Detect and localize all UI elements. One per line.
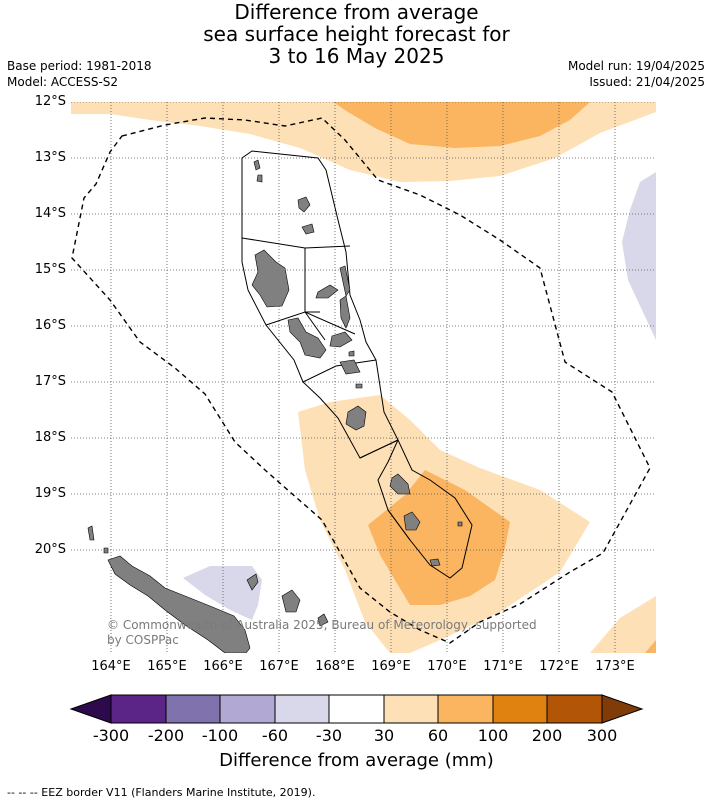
anomaly-region-southeast-light <box>590 596 656 653</box>
anomaly-region-southwest-negative <box>183 566 262 620</box>
lat-label: 13°S <box>34 150 66 165</box>
island-shepherd <box>355 383 363 389</box>
lon-label: 167°E <box>259 659 299 674</box>
colorbar-extend-low <box>69 694 112 724</box>
copyright-notice: © Commonwealth of Australia 2025, Bureau… <box>107 618 537 648</box>
lat-label: 16°S <box>34 318 66 333</box>
island-vanua-lava <box>297 196 311 213</box>
model-run-text: Model run: 19/04/2025 <box>567 59 705 73</box>
colorbar-tick: -300 <box>92 726 130 745</box>
island-malekula <box>287 317 327 359</box>
lat-label: 18°S <box>34 430 66 445</box>
colorbar-segment <box>437 694 494 724</box>
island-espiritu-santo <box>251 249 290 308</box>
island-erromango <box>389 473 411 495</box>
colorbar-segment <box>165 694 221 724</box>
lat-label: 20°S <box>34 542 66 557</box>
colorbar-segment <box>383 694 439 724</box>
lon-label: 169°E <box>371 659 411 674</box>
colorbar-tick: 300 <box>586 726 618 745</box>
colorbar-tick: 200 <box>531 726 563 745</box>
meta-left: Base period: 1981-2018 Model: ACCESS-S2 <box>7 58 152 90</box>
lat-label: 14°S <box>34 206 66 221</box>
island-torres <box>253 159 261 171</box>
island-pentecost <box>339 295 351 329</box>
meta-right: Model run: 19/04/2025 Issued: 21/04/2025 <box>568 58 705 90</box>
islands <box>87 159 463 653</box>
copyright-line-2: by COSPPac <box>107 633 179 647</box>
map-title-line-3: 3 to 16 May 2025 <box>268 44 445 68</box>
lon-label: 164°E <box>91 659 131 674</box>
island-ouvea <box>246 573 259 591</box>
colorbar-tick: 30 <box>373 726 395 745</box>
colorbar <box>69 694 644 724</box>
island-ureparapara <box>256 174 263 183</box>
lon-label: 171°E <box>483 659 523 674</box>
colorbar-segment <box>274 694 330 724</box>
colorbar-tick: -60 <box>261 726 289 745</box>
island-new-caledonia <box>107 555 251 653</box>
island-efate <box>345 405 367 431</box>
lat-label: 17°S <box>34 374 66 389</box>
island-maewo <box>339 265 351 297</box>
island-futuna <box>457 521 463 527</box>
lon-label: 170°E <box>427 659 467 674</box>
lon-label: 166°E <box>203 659 243 674</box>
island-belep <box>87 525 95 541</box>
island-tanna <box>403 511 421 531</box>
island-paama <box>348 350 355 357</box>
anomaly-region-top-mid <box>333 102 590 148</box>
issued-text: Issued: 21/04/2025 <box>589 75 705 89</box>
lat-label: 19°S <box>34 486 66 501</box>
island-aneityum <box>429 558 441 567</box>
colorbar-tick: 100 <box>477 726 509 745</box>
colorbar-segment <box>492 694 548 724</box>
lat-label: 12°S <box>34 94 66 109</box>
colorbar-tick: -30 <box>315 726 343 745</box>
colorbar-extend-high <box>601 694 644 724</box>
anomaly-region-south-mid <box>368 470 510 605</box>
colorbar-segment <box>110 694 167 724</box>
colorbar-tick: 60 <box>427 726 449 745</box>
map-title-line-2: sea surface height forecast for <box>203 22 510 46</box>
island-aoba <box>315 284 339 299</box>
province-boundaries <box>241 150 473 579</box>
colorbar-segment <box>219 694 276 724</box>
lon-label: 173°E <box>595 659 635 674</box>
colorbar-segment <box>546 694 603 724</box>
island-lifou <box>281 589 301 613</box>
island-gaua <box>301 223 315 235</box>
colorbar-label: Difference from average (mm) <box>219 750 494 771</box>
colorbar-segment <box>328 694 385 724</box>
base-period-text: Base period: 1981-2018 <box>7 59 152 73</box>
anomaly-region-southeast-mid <box>645 640 656 653</box>
lat-label: 15°S <box>34 262 66 277</box>
island-small-north-nc <box>103 547 109 554</box>
lon-label: 165°E <box>147 659 187 674</box>
colorbar-tick: -200 <box>147 726 185 745</box>
model-text: Model: ACCESS-S2 <box>7 75 119 89</box>
island-mare <box>317 613 329 627</box>
lon-label: 168°E <box>315 659 355 674</box>
eez-legend-footer: -- -- -- EEZ border V11 (Flanders Marine… <box>7 786 316 799</box>
island-ambrym <box>329 331 353 348</box>
map-title-line-1: Difference from average <box>234 0 479 24</box>
lon-label: 172°E <box>539 659 579 674</box>
copyright-line-1: © Commonwealth of Australia 2025, Bureau… <box>107 618 537 632</box>
colorbar-tick: -100 <box>201 726 239 745</box>
eez-border <box>71 117 651 644</box>
island-epi <box>339 359 361 375</box>
